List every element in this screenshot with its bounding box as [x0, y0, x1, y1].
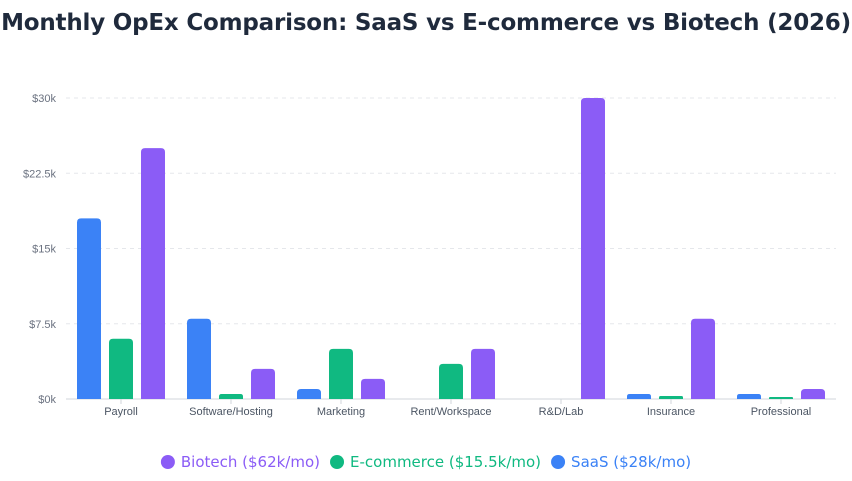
y-tick-label: $0k	[38, 394, 56, 406]
bar[interactable]	[691, 318, 715, 399]
y-tick-label: $7.5k	[29, 319, 56, 331]
x-tick-label: Rent/Workspace	[410, 406, 491, 418]
legend-label: E-commerce ($15.5k/mo)	[350, 453, 541, 471]
x-tick-label: Marketing	[317, 406, 365, 418]
legend-swatch	[551, 455, 566, 469]
axes: $0k $7.5k $15k $22.5k $30k Payroll Software/Ho…	[23, 93, 836, 418]
bar[interactable]	[109, 338, 133, 399]
chart-title: Monthly OpEx Comparison: SaaS vs E-comme…	[1, 10, 851, 36]
bar[interactable]	[737, 393, 761, 399]
bar[interactable]	[471, 348, 495, 399]
x-tick-label: Payroll	[104, 406, 138, 418]
bar[interactable]	[297, 388, 321, 399]
x-tick-label: Insurance	[647, 406, 695, 418]
legend: Biotech ($62k/mo) E-commerce ($15.5k/mo) S…	[160, 453, 691, 471]
legend-swatch	[330, 455, 345, 469]
bar[interactable]	[219, 393, 243, 399]
bar[interactable]	[361, 378, 385, 399]
bar[interactable]	[659, 395, 683, 399]
x-tick-label: Professional	[751, 406, 812, 418]
y-tick-label: $30k	[32, 93, 56, 105]
y-tick-label: $22.5k	[23, 168, 57, 180]
bar[interactable]	[329, 348, 353, 399]
bars	[77, 98, 825, 399]
legend-label: SaaS ($28k/mo)	[571, 453, 691, 471]
bar[interactable]	[801, 388, 825, 399]
bar[interactable]	[581, 98, 605, 399]
y-tick-label: $15k	[32, 244, 56, 256]
grid-lines	[66, 97, 836, 325]
x-tick-label: R&D/Lab	[539, 406, 584, 418]
bar[interactable]	[439, 363, 463, 399]
legend-item[interactable]: Biotech ($62k/mo)	[160, 453, 320, 471]
bar[interactable]	[627, 393, 651, 399]
legend-label: Biotech ($62k/mo)	[181, 453, 320, 471]
bar[interactable]	[187, 318, 211, 399]
bar[interactable]	[251, 368, 275, 399]
bar[interactable]	[141, 148, 165, 399]
legend-item[interactable]: SaaS ($28k/mo)	[551, 453, 691, 471]
x-tick-label: Software/Hosting	[189, 406, 273, 418]
legend-swatch	[160, 455, 175, 469]
legend-item[interactable]: E-commerce ($15.5k/mo)	[330, 453, 541, 471]
bar[interactable]	[769, 396, 793, 399]
bar[interactable]	[77, 218, 101, 399]
